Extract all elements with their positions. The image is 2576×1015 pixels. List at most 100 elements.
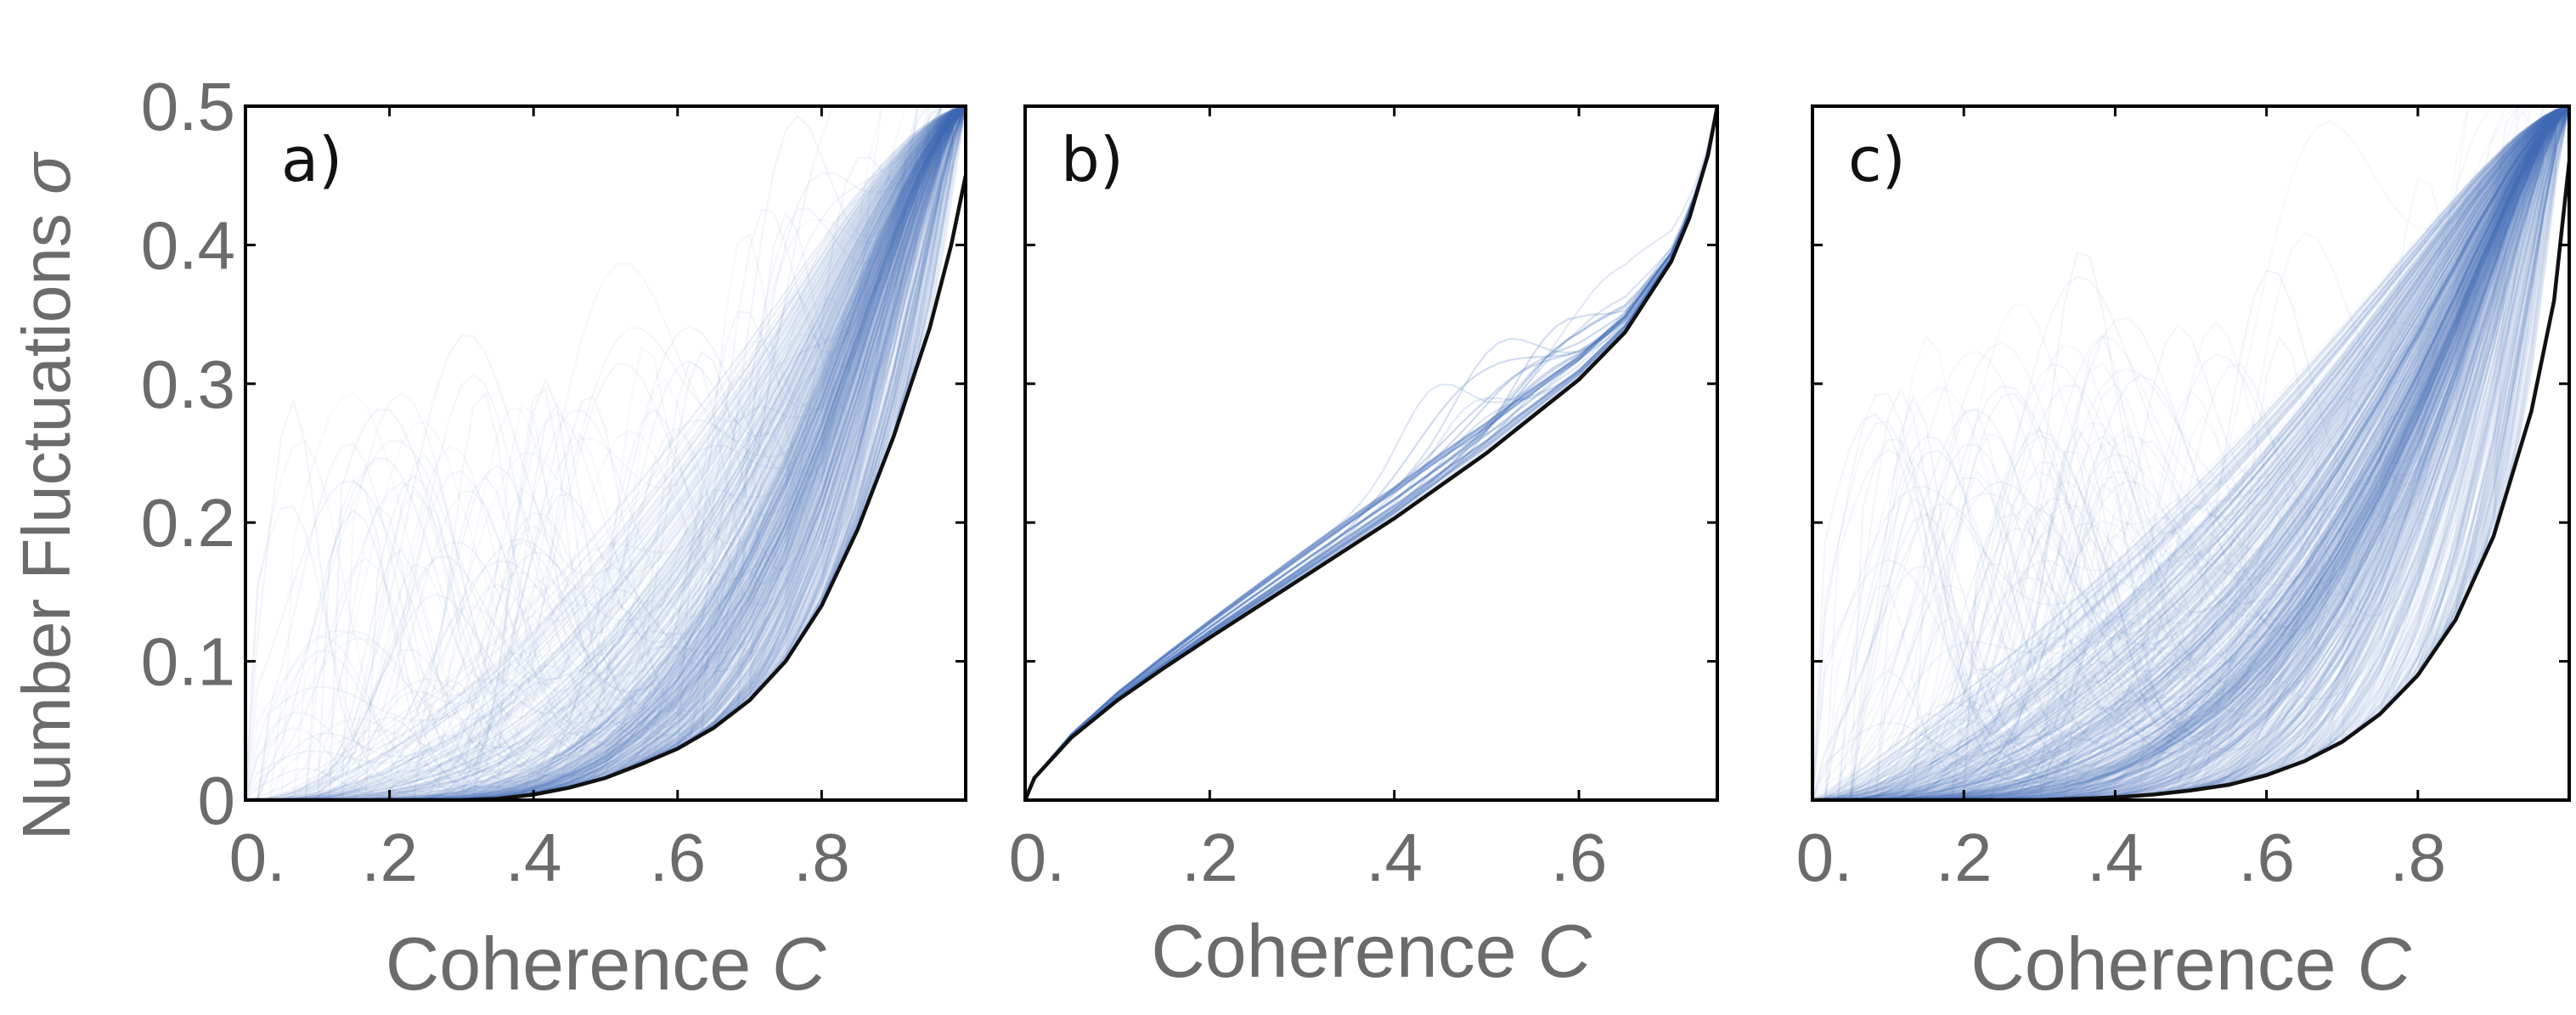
ensemble-curve [245, 106, 966, 800]
ensemble-curve [245, 106, 966, 800]
x-tick-label: 0. [1009, 820, 1066, 895]
y-tick-label: 0.5 [141, 69, 235, 144]
ensemble-curve [245, 106, 966, 800]
ensemble-curve [245, 106, 966, 800]
x-axis-title-main: Coherence [386, 922, 772, 1006]
ensemble-curve [1812, 106, 2569, 800]
ensemble-curve [245, 106, 966, 800]
ensemble-curve [245, 106, 966, 800]
ensemble-curve [1812, 106, 2569, 800]
ensemble-curve [245, 106, 966, 800]
ensemble-curve [1812, 106, 2569, 800]
ensemble-curve [245, 106, 966, 800]
ensemble-curve [245, 106, 966, 800]
ensemble-curve [245, 106, 966, 800]
ensemble-curve [245, 106, 966, 800]
ensemble-curve [245, 106, 966, 800]
ensemble-curve [1025, 106, 1717, 800]
ensemble-curve [1812, 106, 2569, 800]
ensemble-curve [1812, 106, 2569, 800]
ensemble-curve [1812, 106, 2569, 800]
ensemble-curve [1812, 106, 2569, 800]
ensemble-curve [1025, 106, 1717, 800]
ensemble-curve [245, 106, 966, 800]
ensemble-curve [245, 106, 966, 800]
x-tick-label: .4 [1366, 820, 1423, 895]
x-axis-title-symbol: C [1537, 909, 1592, 993]
ensemble-curve [1812, 106, 2569, 800]
ensemble-curve [1025, 106, 1717, 800]
ensemble-curve [245, 106, 966, 800]
ensemble-curve [245, 106, 966, 800]
ensemble-curve [245, 106, 966, 800]
ensemble-curve [245, 106, 966, 800]
ensemble-curve [245, 106, 966, 800]
ensemble-curve [1812, 106, 2569, 800]
ensemble-curve [245, 106, 966, 800]
ensemble-curve [1812, 106, 2569, 800]
ensemble-curve [1025, 106, 1717, 800]
x-axis-title-symbol: C [2357, 922, 2412, 1006]
ensemble-curve [245, 106, 966, 800]
ensemble-curve [245, 106, 966, 800]
ensemble-curve [245, 106, 966, 800]
ensemble-curve [245, 106, 966, 800]
ensemble-curve [245, 106, 966, 800]
x-axis-title-main: Coherence [1970, 922, 2357, 1006]
ensemble-curve [245, 106, 966, 800]
ensemble-curve [245, 106, 966, 800]
y-tick-label: 0.4 [141, 207, 235, 283]
ensemble-curve [245, 106, 966, 800]
ensemble-curve [245, 106, 966, 800]
ensemble-curve [1812, 106, 2569, 800]
ensemble-curve [245, 106, 966, 800]
ensemble-curve [245, 106, 966, 800]
ensemble-curve [1812, 106, 2569, 800]
ensemble-curve [245, 106, 966, 800]
ensemble-curve [245, 106, 966, 800]
ensemble-curve [245, 106, 966, 800]
ensemble-curve [1812, 106, 2569, 800]
ensemble-curve [245, 106, 966, 800]
ensemble-curve [245, 106, 966, 800]
panel-label: b) [1061, 124, 1124, 195]
ensemble-curve [245, 106, 966, 800]
ensemble-curve [245, 106, 966, 800]
ensemble-curve [245, 106, 966, 800]
ensemble-curve [1812, 106, 2569, 800]
ensemble-curve [245, 106, 966, 800]
ensemble-curve [1812, 106, 2569, 800]
ensemble-curve [1812, 106, 2569, 800]
ensemble-curve [245, 106, 966, 800]
ensemble-curve [1025, 106, 1717, 800]
ensemble-curve [1025, 106, 1717, 800]
ensemble-curve [245, 106, 966, 800]
ensemble-curve [245, 106, 966, 800]
ensemble-curve [245, 106, 966, 800]
ensemble-curve [1812, 106, 2569, 800]
ensemble-curve [245, 106, 966, 800]
ensemble-curve [245, 106, 966, 800]
ensemble-curve [245, 106, 966, 800]
ensemble-curve [245, 106, 966, 800]
ensemble-curve [245, 106, 966, 800]
ensemble-curve [245, 106, 966, 800]
ensemble-curve [245, 106, 966, 800]
ensemble-curve [245, 106, 966, 800]
ensemble-curve [1812, 106, 2569, 800]
ensemble-curve [245, 106, 966, 800]
ensemble-curve [1812, 106, 2569, 800]
ensemble-curve [245, 106, 966, 800]
ensemble-curve [245, 106, 966, 800]
ensemble-curve [1025, 106, 1717, 800]
ensemble-curve [245, 106, 966, 800]
ensemble-curve [1812, 106, 2569, 800]
ensemble-curve [1812, 106, 2569, 800]
x-axis-title-symbol: C [772, 922, 827, 1006]
ensemble-curve [245, 106, 966, 800]
ensemble-curve [245, 106, 966, 800]
ensemble-curve [245, 106, 966, 800]
ensemble-curve [245, 106, 966, 800]
ensemble-curve [245, 106, 966, 800]
ensemble-curve [245, 106, 966, 800]
